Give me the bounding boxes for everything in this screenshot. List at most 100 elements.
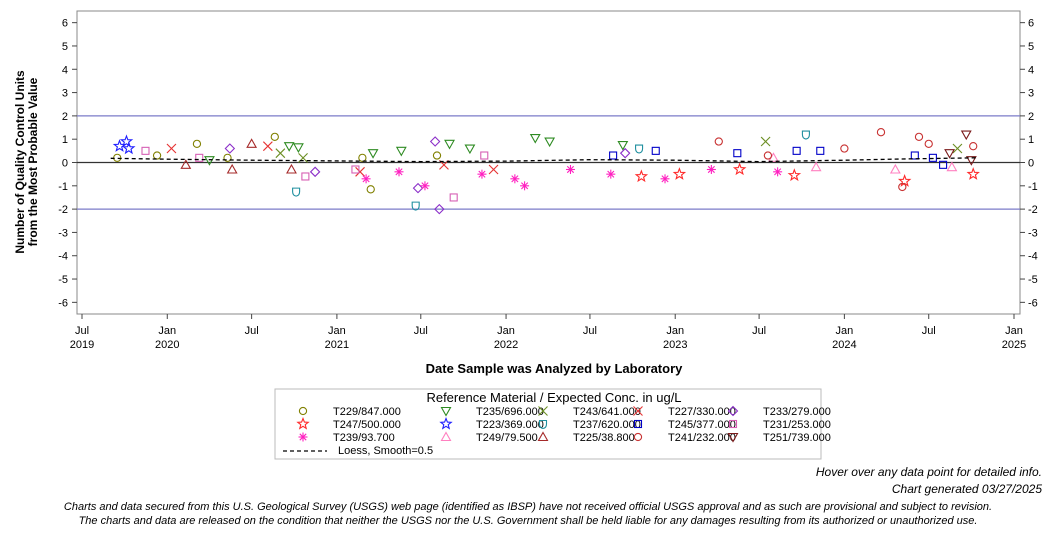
y-tick-label: -2 — [58, 204, 68, 216]
data-point — [432, 151, 442, 160]
legend-entry: T241/232.000 — [668, 432, 736, 444]
data-point — [166, 143, 177, 154]
data-point — [801, 130, 810, 140]
x-tick-label: Jul — [583, 325, 597, 337]
y-tick-label-right: 3 — [1028, 88, 1034, 100]
legend-entry: T243/641.000 — [573, 406, 641, 418]
x-tick-label: Jul — [75, 325, 89, 337]
data-point — [444, 139, 455, 150]
y-tick-label: 1 — [62, 134, 68, 146]
data-point — [510, 174, 520, 184]
data-point — [464, 144, 476, 155]
y-tick-label: 2 — [62, 111, 68, 123]
x-tick-year-label: 2023 — [663, 339, 687, 351]
y-tick-label-right: -5 — [1028, 274, 1038, 286]
data-point — [928, 153, 937, 162]
y-tick-label: 5 — [62, 41, 68, 53]
x-tick-label: Jan — [666, 325, 684, 337]
data-point — [292, 187, 301, 197]
legend-entry: T233/279.000 — [763, 406, 831, 418]
data-point — [773, 167, 783, 177]
data-point — [606, 169, 616, 179]
data-point — [944, 149, 956, 159]
y-tick-label-right: -3 — [1028, 227, 1038, 239]
legend-marker — [727, 405, 739, 417]
legend-marker — [537, 431, 549, 442]
data-point — [351, 165, 360, 174]
chart-generated-note: Chart generated 03/27/2025 — [891, 482, 1042, 496]
y-tick-label-right: 2 — [1028, 111, 1034, 123]
x-tick-label: Jul — [414, 325, 428, 337]
data-point — [477, 169, 487, 179]
x-tick-label: Jan — [158, 325, 176, 337]
data-point — [787, 168, 802, 182]
x-axis: Jul 2019 Jan 2020 Jul Jan 2021 Jul Jan 2022 Jul Jan… — [70, 314, 1026, 351]
data-point — [395, 146, 407, 157]
legend-entry: T227/330.000 — [668, 406, 736, 418]
x-tick-label: Jul — [752, 325, 766, 337]
data-point — [367, 149, 379, 159]
data-point — [224, 143, 236, 154]
y-tick-label: -6 — [58, 297, 68, 309]
y-tick-label-right: -1 — [1028, 181, 1038, 193]
legend-entry: T235/696.000 — [476, 406, 544, 418]
data-point — [733, 149, 742, 158]
disclaimer-line-1: Charts and data secured from this U.S. G… — [63, 501, 993, 513]
data-point — [411, 201, 420, 211]
legend-loess-label: Loess, Smooth=0.5 — [338, 445, 433, 457]
loess-curve — [110, 157, 978, 163]
legend-entry: T229/847.000 — [333, 406, 401, 418]
data-point — [529, 133, 541, 144]
data-point — [412, 182, 424, 194]
data-point — [122, 141, 136, 155]
data-point — [286, 163, 297, 174]
data-point — [760, 136, 771, 147]
x-axis-label: Date Sample was Analyzed by Laboratory — [426, 361, 683, 376]
y-tick-label-right: -4 — [1028, 251, 1038, 263]
y-axis-right: -6 -5 -4 -3 -2 -1 0 1 2 3 4 5 6 — [1020, 18, 1038, 309]
data-point — [283, 142, 295, 152]
data-point — [119, 134, 134, 148]
data-point — [966, 167, 980, 180]
data-point — [952, 143, 963, 154]
legend-entry: T245/377.000 — [668, 419, 736, 431]
data-point — [449, 193, 458, 202]
x-tick-year-label: 2024 — [832, 339, 856, 351]
legend-marker — [633, 419, 643, 429]
y-tick-label-right: 1 — [1028, 134, 1034, 146]
legend-entry: T251/739.000 — [763, 432, 831, 444]
data-point — [420, 181, 430, 191]
data-point — [634, 169, 649, 183]
data-point — [810, 161, 822, 172]
data-point — [889, 163, 901, 174]
y-tick-label: 0 — [62, 158, 68, 170]
legend-marker — [298, 406, 308, 416]
data-point — [768, 152, 779, 162]
data-point — [619, 147, 631, 159]
data-point — [609, 151, 618, 160]
y-tick-label: 6 — [62, 18, 68, 30]
y-tick-label-right: -2 — [1028, 204, 1038, 216]
data-point — [275, 148, 286, 159]
data-point — [223, 153, 232, 162]
data-point — [309, 166, 321, 178]
legend-entry: T231/253.000 — [763, 419, 831, 431]
data-point — [672, 167, 687, 180]
legend-marker — [728, 419, 738, 429]
data-point — [965, 156, 977, 166]
data-point — [180, 159, 192, 169]
legend-marker — [538, 419, 548, 430]
legend-marker — [296, 416, 310, 430]
legend-marker — [633, 432, 643, 442]
y-axis-label-line2: from the Most Probable Value — [26, 77, 40, 246]
data-point — [192, 139, 202, 149]
x-tick-label: Jul — [245, 325, 259, 337]
legend-entry: T223/369.000 — [476, 419, 544, 431]
legend-title: Reference Material / Expected Conc. in u… — [426, 390, 681, 405]
x-tick-label: Jan — [328, 325, 346, 337]
data-point — [946, 161, 958, 172]
x-tick-label: Jul — [922, 325, 936, 337]
y-tick-label: -4 — [58, 251, 68, 263]
legend-marker — [440, 431, 452, 442]
